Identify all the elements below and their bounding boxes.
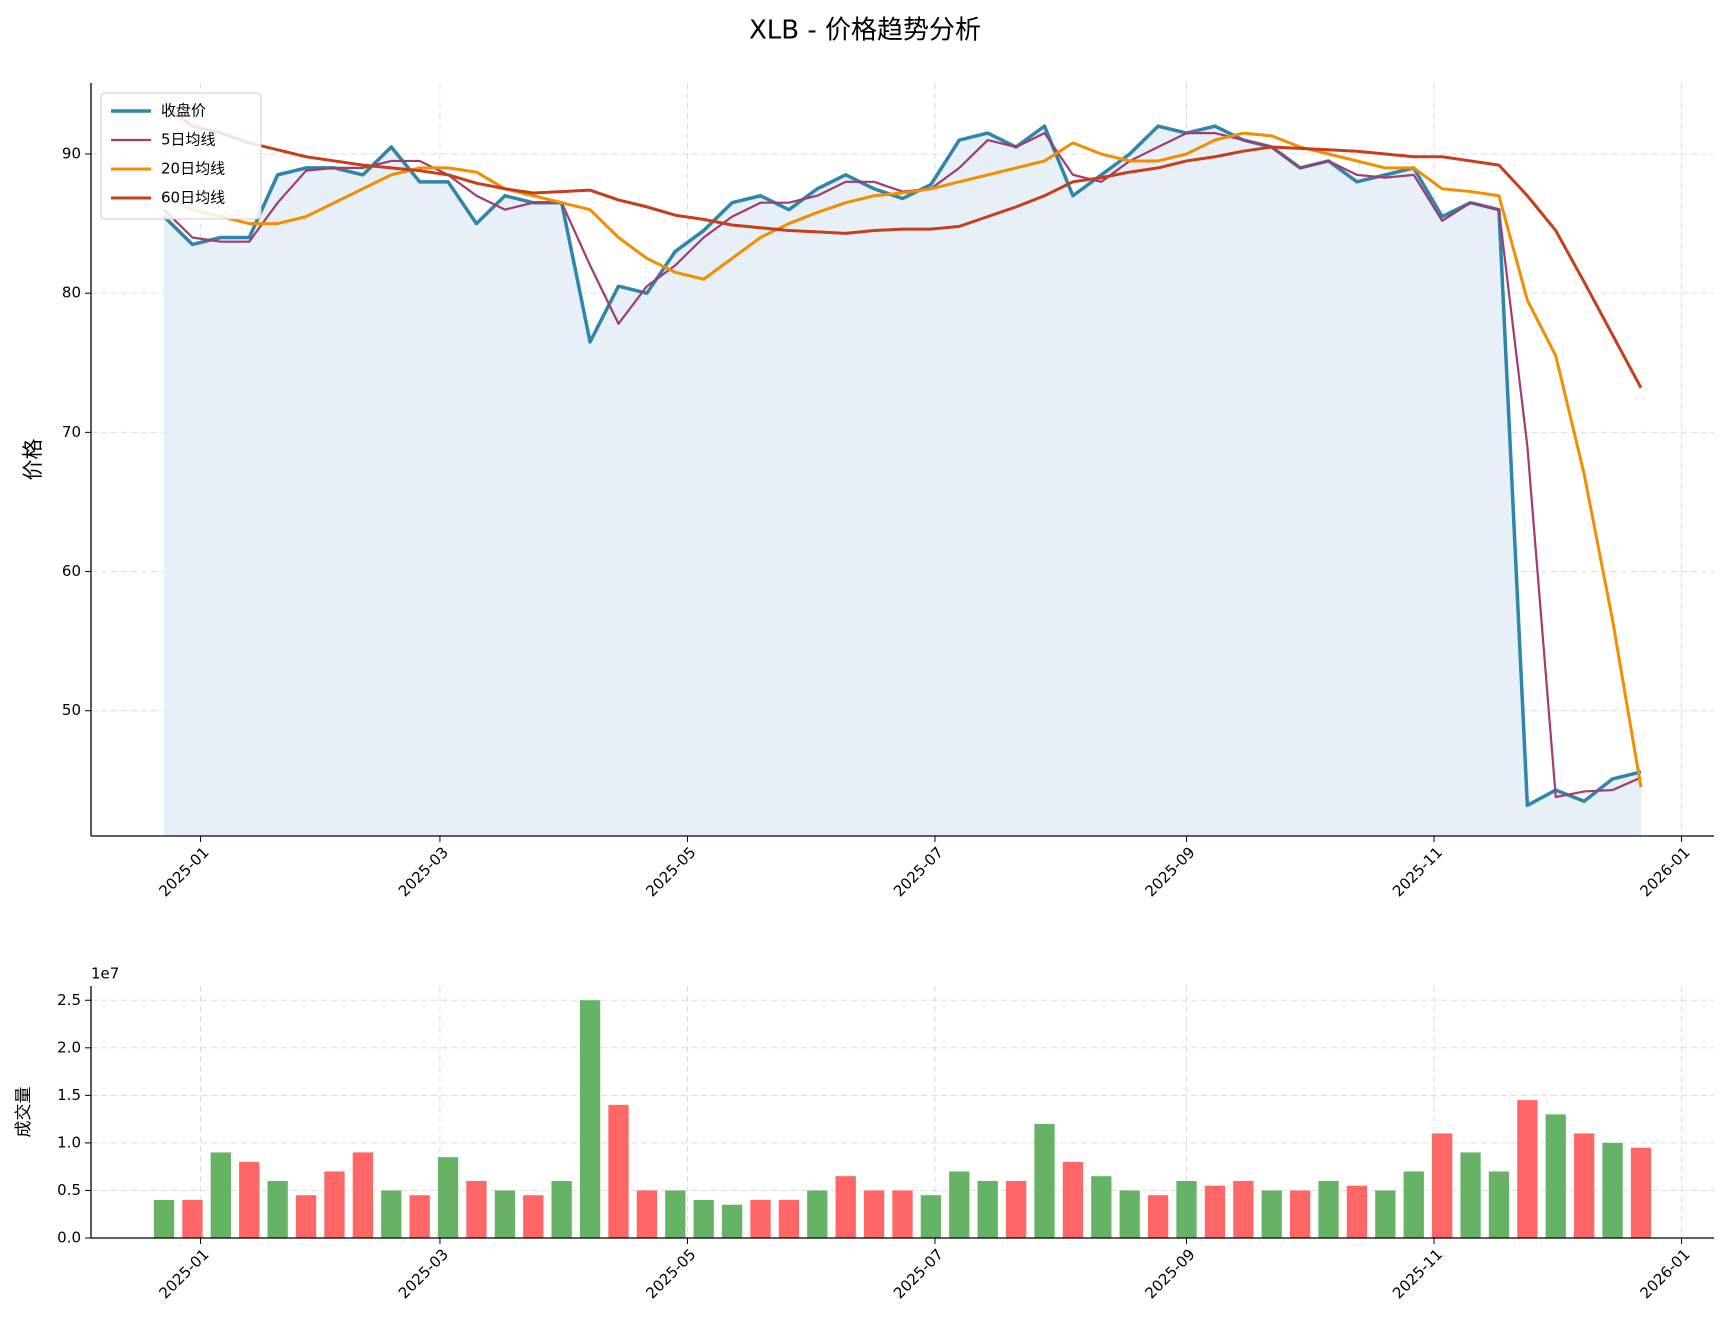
volume-bar <box>409 1195 430 1238</box>
volume-bar <box>835 1176 856 1238</box>
x-tick-label: 2026-01 <box>1636 1245 1693 1302</box>
volume-bar <box>778 1199 800 1238</box>
volume-bar <box>636 1190 658 1238</box>
x-tick-label: 2025-01 <box>156 843 213 900</box>
volume-bar <box>210 1152 231 1238</box>
x-tick-label: 2025-11 <box>1389 1245 1446 1302</box>
volume-bar <box>1488 1171 1510 1238</box>
volume-bar <box>1289 1190 1311 1238</box>
x-tick-label: 2025-05 <box>642 1245 699 1302</box>
volume-bar <box>1375 1190 1396 1238</box>
volume-bar <box>949 1171 970 1238</box>
x-tick-label: 2025-09 <box>1141 843 1198 900</box>
volume-bar <box>1432 1133 1453 1238</box>
volume-bar <box>1261 1190 1282 1238</box>
volume-bar <box>551 1180 572 1238</box>
y-tick-label: 90 <box>62 144 81 162</box>
legend-label: 60日均线 <box>161 189 225 207</box>
y-tick-label: 70 <box>62 423 81 441</box>
volume-bar <box>239 1161 260 1238</box>
legend-label: 收盘价 <box>161 102 206 120</box>
volume-bar <box>523 1195 544 1238</box>
volume-bar <box>892 1190 913 1238</box>
volume-bar <box>721 1204 743 1238</box>
legend-label: 20日均线 <box>161 160 225 178</box>
volume-bar <box>750 1199 771 1238</box>
volume-bar <box>352 1152 373 1238</box>
y-tick-label: 1.0 <box>57 1133 81 1151</box>
volume-bar <box>267 1180 288 1238</box>
volume-bar <box>1545 1114 1566 1238</box>
volume-bar <box>153 1199 175 1238</box>
volume-bar <box>1005 1180 1027 1238</box>
y-tick-label: 0.5 <box>57 1181 81 1199</box>
y-tick-label: 2.5 <box>57 991 81 1009</box>
volume-bar <box>1176 1180 1197 1238</box>
volume-bar <box>579 1000 601 1238</box>
x-tick-label: 2026-01 <box>1636 843 1693 900</box>
volume-bar <box>466 1180 487 1238</box>
volume-bar <box>381 1190 402 1238</box>
volume-bar <box>182 1199 203 1238</box>
y-tick-label: 60 <box>62 562 81 580</box>
volume-bar <box>1119 1190 1140 1238</box>
volume-bar <box>437 1157 459 1238</box>
volume-bar <box>1403 1171 1424 1238</box>
volume-bar <box>1602 1142 1623 1238</box>
y-tick-label: 2.0 <box>57 1038 81 1056</box>
area <box>164 126 1641 836</box>
volume-bar <box>977 1180 998 1238</box>
volume-bar <box>863 1190 885 1238</box>
volume-bar <box>1517 1100 1538 1238</box>
legend-label: 5日均线 <box>161 131 216 149</box>
volume-bar <box>693 1199 714 1238</box>
volume-bar <box>1460 1152 1481 1238</box>
x-tick-label: 2025-07 <box>890 843 947 900</box>
volume-bar <box>1574 1133 1595 1238</box>
y-tick-label: 80 <box>62 284 81 302</box>
volume-bar <box>1346 1185 1368 1238</box>
volume-bar <box>1034 1123 1055 1238</box>
volume-bar <box>295 1195 317 1238</box>
line <box>163 104 1643 389</box>
volume-bar <box>807 1190 828 1238</box>
x-tick-label: 2025-07 <box>890 1245 947 1302</box>
y-axis-label: 价格 <box>21 439 45 481</box>
volume-bar <box>1318 1180 1339 1238</box>
volume-bar <box>920 1195 942 1238</box>
volume-bar <box>1147 1195 1169 1238</box>
y-axis-label: 成交量 <box>14 1087 34 1138</box>
y-tick-label: 50 <box>62 701 81 719</box>
x-tick-label: 2025-03 <box>395 843 452 900</box>
axis-offset: 1e7 <box>91 965 119 983</box>
volume-bar <box>608 1104 629 1238</box>
volume-bar <box>665 1190 686 1238</box>
chart-title: XLB - 价格趋势分析 <box>749 16 981 46</box>
volume-bar <box>324 1171 345 1238</box>
volume-bar <box>1091 1176 1112 1238</box>
x-tick-label: 2025-03 <box>395 1245 452 1302</box>
volume-bar <box>1630 1147 1652 1238</box>
x-tick-label: 2025-09 <box>1141 1245 1198 1302</box>
volume-bar <box>494 1190 516 1238</box>
legend-box <box>100 92 262 220</box>
y-tick-label: 1.5 <box>57 1086 81 1104</box>
x-tick-label: 2025-11 <box>1389 843 1446 900</box>
volume-bar <box>1062 1161 1084 1238</box>
volume-bar <box>1204 1185 1226 1238</box>
volume-bar <box>1233 1180 1254 1238</box>
x-tick-label: 2025-05 <box>642 843 699 900</box>
y-tick-label: 0.0 <box>57 1229 81 1247</box>
x-tick-label: 2025-01 <box>156 1245 213 1302</box>
